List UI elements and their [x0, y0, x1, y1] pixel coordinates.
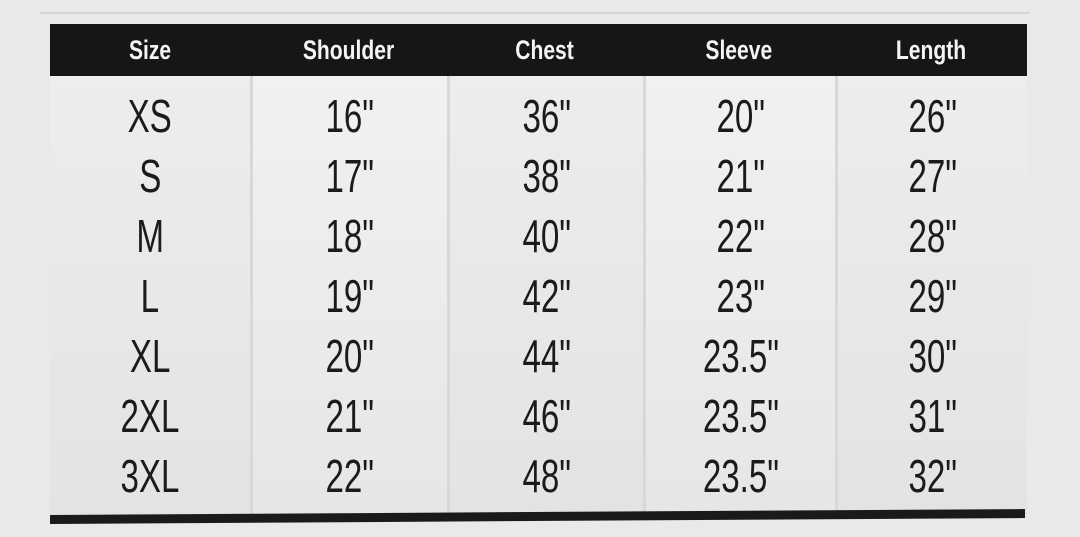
cell-chest: 46"	[450, 386, 643, 446]
cell-value: 32"	[908, 450, 957, 502]
column-chest: 36" 38" 40" 42" 44" 46" 48"	[447, 76, 643, 516]
cell-value: 16"	[325, 90, 375, 142]
cell-length: 29"	[838, 266, 1027, 326]
cell-shoulder: 16"	[253, 86, 447, 146]
column-sleeve: 20" 21" 22" 23" 23.5" 23.5" 23.5"	[643, 76, 835, 516]
cell-value: XS	[127, 90, 173, 142]
cell-value: 20"	[716, 90, 765, 142]
cell-value: 46"	[522, 390, 571, 442]
cell-shoulder: 20"	[253, 326, 447, 386]
cell-value: 23"	[716, 270, 765, 322]
cell-shoulder: 21"	[253, 386, 447, 446]
cell-shoulder: 19"	[253, 266, 447, 326]
size-chart-table: Size Shoulder Chest Sleeve Length XS S M L X…	[50, 24, 1027, 516]
cell-value: 22"	[325, 450, 375, 502]
cell-value: L	[140, 270, 160, 322]
cell-chest: 38"	[450, 146, 643, 206]
cell-size: L	[50, 266, 250, 326]
cell-size: 3XL	[50, 446, 250, 506]
cell-sleeve: 20"	[646, 86, 835, 146]
header-sleeve: Sleeve	[705, 34, 773, 65]
cell-value: 48"	[522, 450, 571, 502]
cell-value: S	[138, 150, 162, 202]
cell-value: 28"	[908, 210, 957, 262]
cell-length: 27"	[838, 146, 1027, 206]
column-length: 26" 27" 28" 29" 30" 31" 32"	[835, 76, 1027, 516]
cell-value: 21"	[716, 150, 765, 202]
cell-value: 31"	[908, 390, 957, 442]
cell-sleeve: 22"	[646, 206, 835, 266]
cell-shoulder: 18"	[253, 206, 447, 266]
cell-value: 38"	[522, 150, 571, 202]
cell-length: 32"	[838, 446, 1027, 506]
cell-value: 3XL	[120, 450, 180, 502]
cell-value: 27"	[908, 150, 957, 202]
cell-size: XS	[50, 86, 250, 146]
header-shoulder: Shoulder	[302, 34, 395, 65]
cell-sleeve: 23"	[646, 266, 835, 326]
header-chest: Chest	[515, 34, 575, 65]
cell-size: XL	[50, 326, 250, 386]
cell-sleeve: 23.5"	[646, 446, 835, 506]
cell-value: 21"	[325, 390, 375, 442]
cell-value: 2XL	[120, 390, 180, 442]
cell-value: 26"	[908, 90, 957, 142]
cell-value: XL	[129, 330, 171, 382]
cell-chest: 44"	[450, 326, 643, 386]
cell-value: 17"	[325, 150, 375, 202]
column-size: XS S M L XL 2XL 3XL	[50, 76, 250, 516]
cell-size: S	[50, 146, 250, 206]
cell-chest: 36"	[450, 86, 643, 146]
cell-shoulder: 22"	[253, 446, 447, 506]
cell-length: 26"	[838, 86, 1027, 146]
header-size: Size	[128, 34, 172, 65]
cell-value: 42"	[522, 270, 571, 322]
cell-sleeve: 23.5"	[646, 326, 835, 386]
top-divider	[40, 12, 1030, 14]
cell-chest: 40"	[450, 206, 643, 266]
cell-value: 29"	[908, 270, 957, 322]
cell-value: M	[136, 210, 164, 262]
cell-value: 36"	[522, 90, 571, 142]
cell-value: 19"	[325, 270, 375, 322]
table-body: XS S M L XL 2XL 3XL 16" 17" 18" 19" 20" 21" 22" 36" 38"…	[50, 76, 1027, 516]
cell-value: 30"	[908, 330, 957, 382]
cell-value: 23.5"	[702, 450, 779, 502]
header-row: Size Shoulder Chest Sleeve Length	[50, 24, 1027, 76]
cell-value: 44"	[522, 330, 571, 382]
cell-length: 31"	[838, 386, 1027, 446]
cell-value: 23.5"	[702, 390, 779, 442]
cell-sleeve: 21"	[646, 146, 835, 206]
cell-value: 18"	[325, 210, 375, 262]
column-shoulder: 16" 17" 18" 19" 20" 21" 22"	[250, 76, 447, 516]
header-length: Length	[895, 34, 967, 65]
cell-chest: 42"	[450, 266, 643, 326]
cell-value: 23.5"	[702, 330, 779, 382]
cell-value: 20"	[325, 330, 375, 382]
cell-chest: 48"	[450, 446, 643, 506]
cell-value: 40"	[522, 210, 571, 262]
cell-size: M	[50, 206, 250, 266]
cell-value: 22"	[716, 210, 765, 262]
cell-length: 30"	[838, 326, 1027, 386]
cell-length: 28"	[838, 206, 1027, 266]
cell-size: 2XL	[50, 386, 250, 446]
cell-sleeve: 23.5"	[646, 386, 835, 446]
cell-shoulder: 17"	[253, 146, 447, 206]
